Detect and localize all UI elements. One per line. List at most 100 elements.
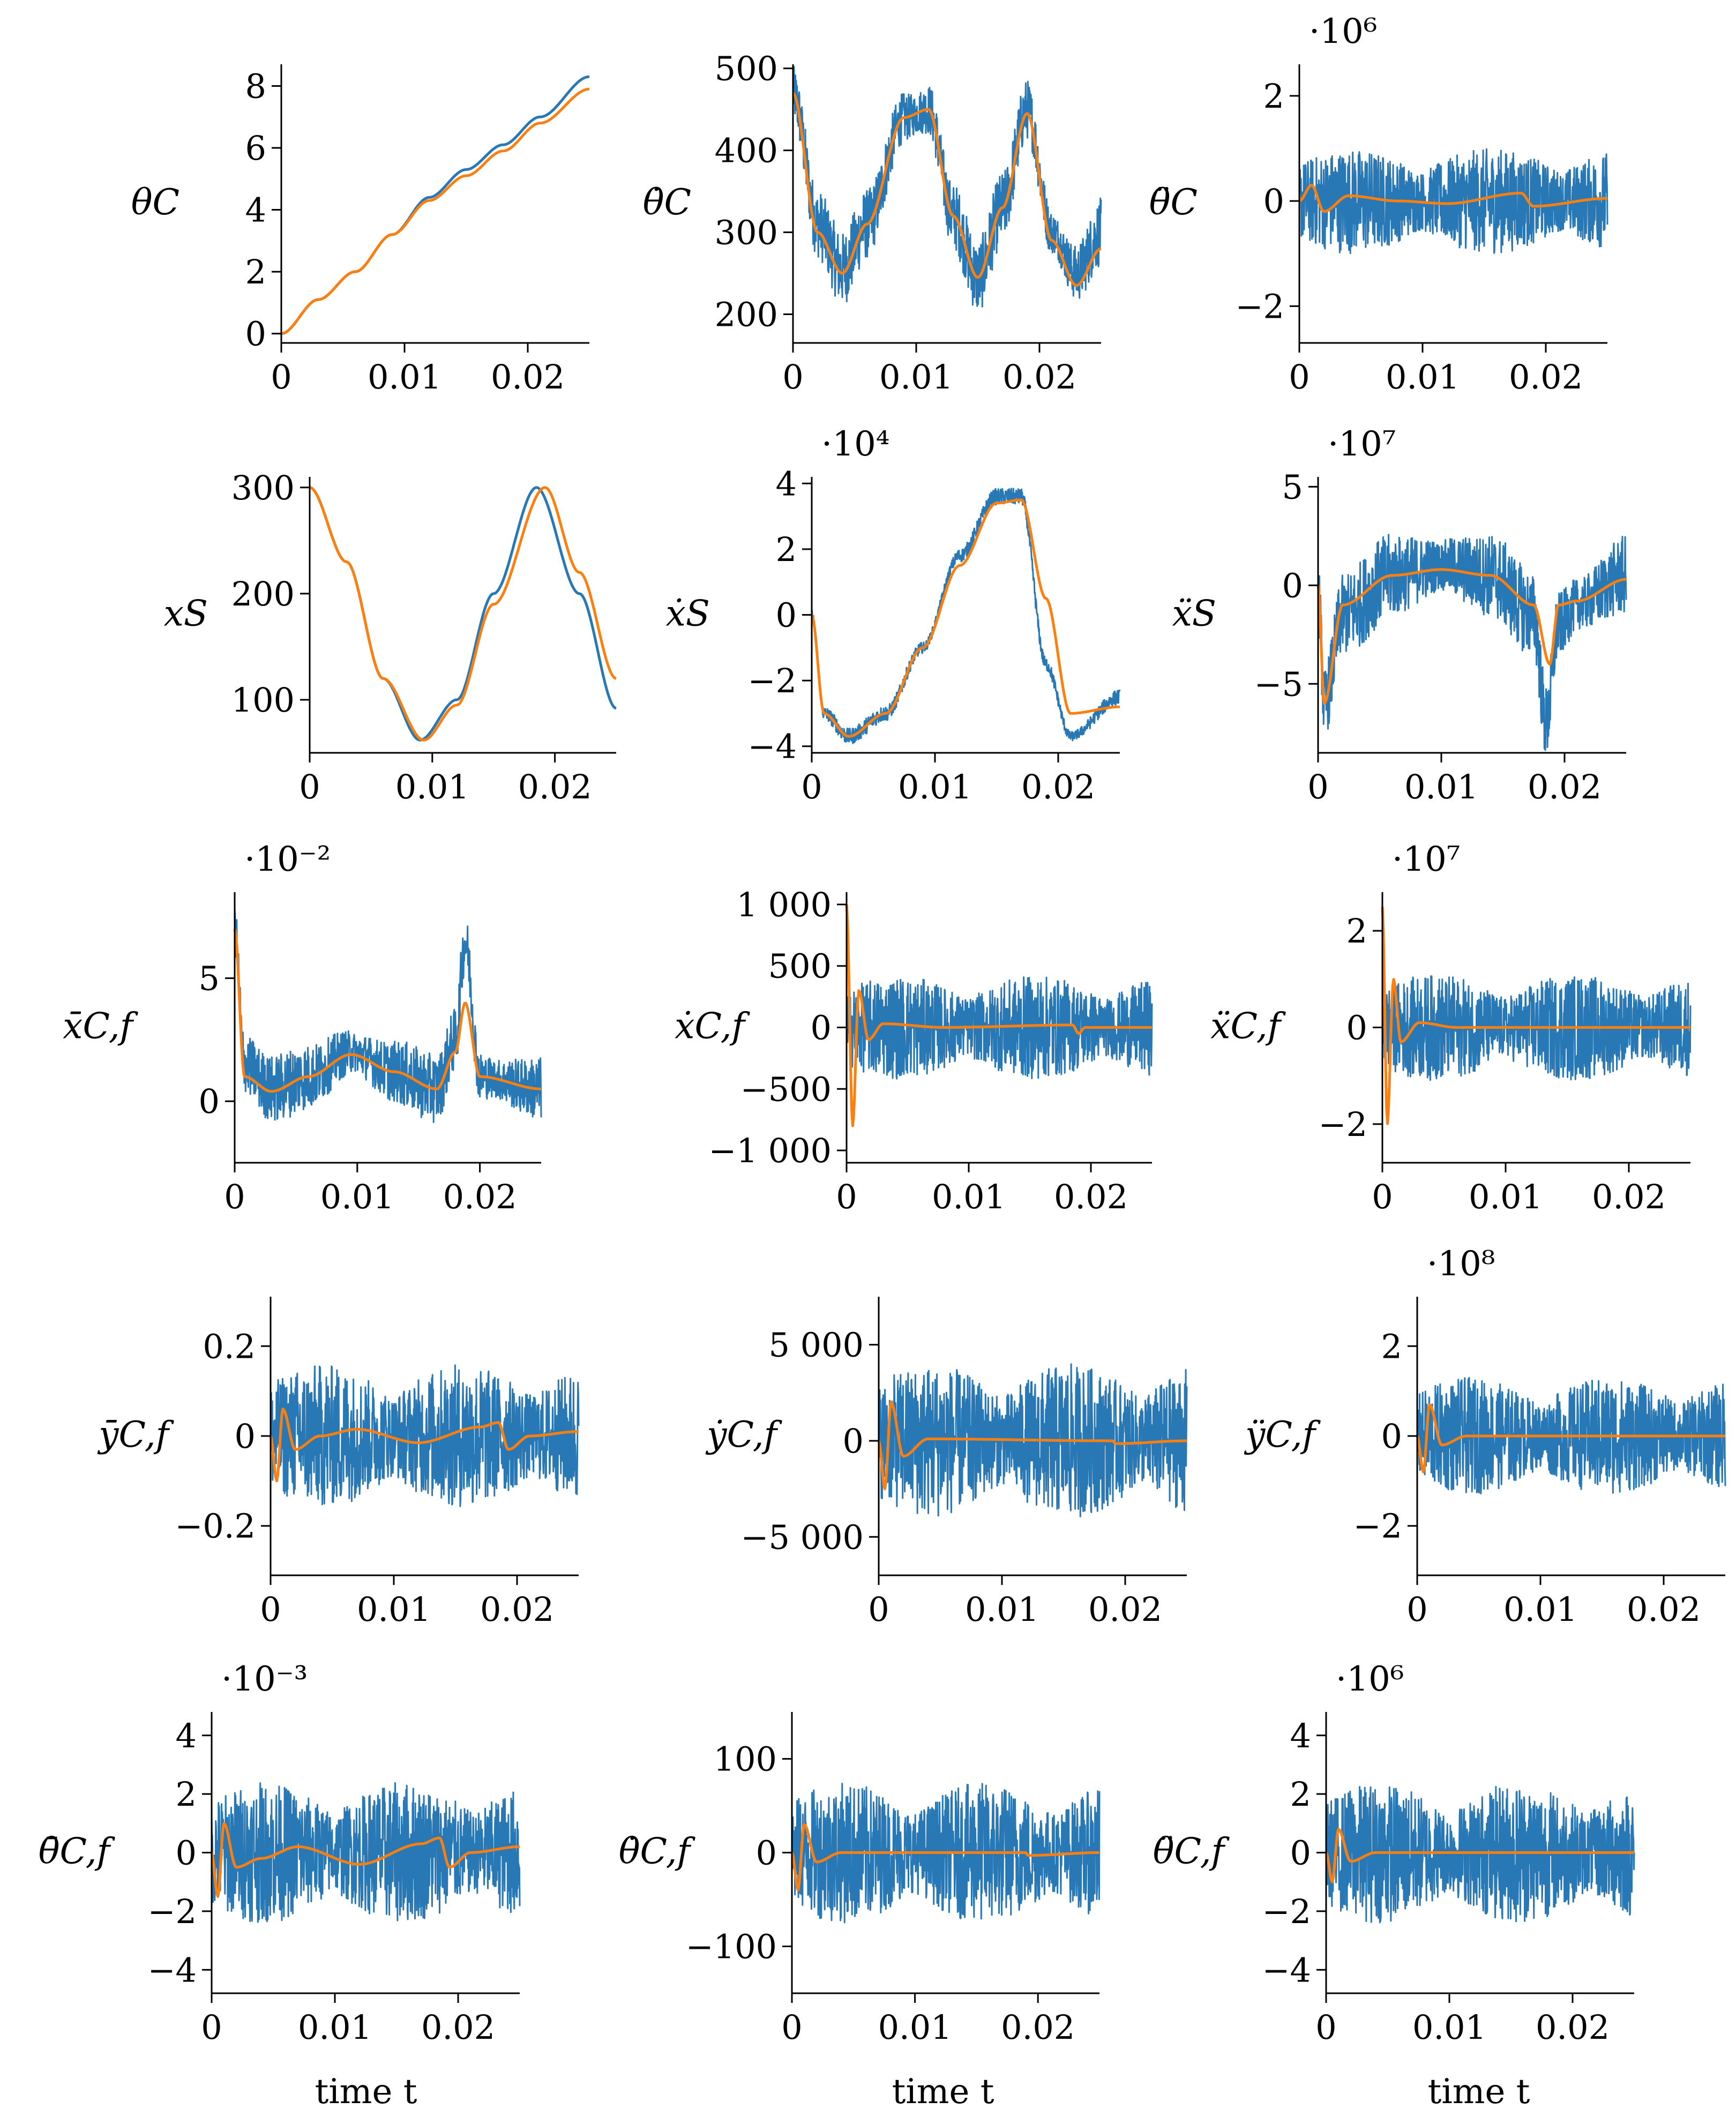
scale-label: ·10⁸ xyxy=(1427,1244,1495,1284)
y-tick-label: −4 xyxy=(148,1950,197,1990)
y-tick-label: 200 xyxy=(231,574,295,614)
series-smoothed-theta_C_f_ddot xyxy=(1325,1828,1635,1883)
y-tick-label: −2 xyxy=(1236,287,1284,326)
y-tick-label: 200 xyxy=(715,295,778,334)
y-tick-label: −2 xyxy=(148,1892,197,1931)
x-tick-label: 0.01 xyxy=(965,1590,1039,1629)
series-smoothed-y_C_f xyxy=(269,1408,579,1483)
scale-label: ·10⁷ xyxy=(1392,840,1460,879)
x-tick-label: 0 xyxy=(1372,1177,1393,1216)
scale-label: ·10⁴ xyxy=(821,424,889,464)
x-tick-label: 0.02 xyxy=(1021,767,1095,806)
series-measured-theta_C_dot xyxy=(792,66,1102,308)
panel-y_C_f_ddot: −2 0 2 0 0.01 0.02 ·10⁸ ÿC,f xyxy=(1244,1244,1726,1629)
y-axis-label: ẍC,f xyxy=(1210,1006,1286,1047)
scale-label: ·10⁷ xyxy=(1328,424,1396,464)
series-smoothed-theta_C_dot xyxy=(792,92,1102,287)
y-tick-label: −1 000 xyxy=(709,1131,832,1170)
y-tick-label: −5 000 xyxy=(741,1517,864,1557)
x-tick-label: 0 xyxy=(782,357,803,397)
y-tick-label: 4 xyxy=(1290,1716,1311,1755)
panel-theta_C_f_dot: −100 0 100 0 0.01 0.02 θ̇C,f xyxy=(619,1712,1101,2047)
series-smoothed-theta_C xyxy=(281,87,590,335)
x-tick-label: 0.01 xyxy=(298,2008,372,2047)
x-tick-label: 0.01 xyxy=(1503,1590,1577,1629)
x-tick-label: 0.02 xyxy=(1002,357,1076,397)
y-tick-label: 5 xyxy=(199,959,220,998)
x-tick-label: 0.01 xyxy=(878,2008,952,2047)
panel-x_S_ddot: −5 0 5 0 0.01 0.02 ·10⁷ ẍS xyxy=(1172,424,1627,806)
x-tick-label: 0.01 xyxy=(320,1177,394,1216)
xlabel-col1: time t xyxy=(315,2072,417,2112)
panel-x_C_f: 0 5 0 0.01 0.02 ·10⁻² x̄C,f xyxy=(63,840,542,1216)
x-tick-label: 0 xyxy=(781,2008,802,2047)
y-axis-label: θ̇C xyxy=(643,182,691,223)
y-tick-label: 8 xyxy=(245,66,266,106)
panel-theta_C_f: −4 −2 0 2 4 0 0.01 0.02 ·10⁻³ θ̄C,f xyxy=(39,1659,521,2047)
y-tick-label: 0 xyxy=(235,1417,256,1456)
x-tick-label: 0.02 xyxy=(421,2008,495,2047)
x-tick-label: 0.02 xyxy=(1627,1590,1701,1629)
series-measured-x_C_f xyxy=(234,908,542,1123)
y-tick-label: 4 xyxy=(776,464,797,503)
x-tick-label: 0.01 xyxy=(357,1590,431,1629)
series-smoothed-y_C_f_dot xyxy=(877,1401,1187,1491)
x-tick-label: 0.02 xyxy=(1509,357,1583,397)
y-tick-label: 6 xyxy=(245,129,266,168)
y-tick-label: −4 xyxy=(1262,1950,1311,1990)
y-tick-label: 0 xyxy=(1290,1834,1311,1873)
y-tick-label: 2 xyxy=(1263,77,1284,116)
x-tick-label: 0.01 xyxy=(395,767,469,806)
panel-x_S_dot: −4 −2 0 2 4 0 0.01 0.02 ·10⁴ ẋS xyxy=(666,424,1121,806)
x-tick-label: 0.01 xyxy=(368,357,442,397)
scale-label: ·10⁻³ xyxy=(221,1659,308,1699)
y-tick-label: −500 xyxy=(740,1070,832,1109)
y-tick-label: 2 xyxy=(1290,1775,1311,1814)
y-tick-label: 0.2 xyxy=(203,1327,256,1366)
y-tick-label: 2 xyxy=(1346,911,1367,951)
x-tick-label: 0 xyxy=(271,357,291,397)
y-tick-label: −2 xyxy=(1319,1105,1367,1144)
x-tick-label: 0 xyxy=(1315,2008,1336,2047)
x-tick-label: 0.01 xyxy=(898,767,972,806)
y-axis-label: x̄C,f xyxy=(63,1006,138,1047)
y-tick-label: 0 xyxy=(843,1422,864,1461)
series-measured-x_S_dot xyxy=(811,488,1121,744)
y-tick-label: −2 xyxy=(1353,1507,1402,1546)
y-tick-label: 100 xyxy=(231,680,295,720)
y-tick-label: 0 xyxy=(199,1082,220,1121)
x-tick-label: 0.01 xyxy=(932,1177,1006,1216)
y-axis-label: ẍS xyxy=(1172,593,1216,634)
x-tick-label: 0.01 xyxy=(1412,2008,1486,2047)
y-tick-label: 0 xyxy=(776,596,797,635)
xlabel-col2: time t xyxy=(892,2072,994,2112)
series-measured-theta_C_f xyxy=(211,1782,521,1923)
x-tick-label: 0.01 xyxy=(1469,1177,1543,1216)
series-smoothed-theta_C_ddot xyxy=(1299,184,1608,213)
y-tick-label: 2 xyxy=(1381,1327,1402,1366)
scale-label: ·10⁶ xyxy=(1309,12,1377,51)
x-tick-label: 0 xyxy=(1289,357,1310,397)
y-axis-label: θC xyxy=(131,182,179,223)
series-measured-y_C_f_dot xyxy=(878,1363,1188,1517)
x-tick-label: 0 xyxy=(1307,767,1328,806)
panel-x_C_f_dot: −1 000 −500 0 500 1 000 0 0.01 0.02 ẋC,f xyxy=(675,885,1153,1216)
x-tick-label: 0 xyxy=(224,1177,245,1216)
series-smoothed-y_C_f_ddot xyxy=(1416,1403,1726,1474)
x-tick-label: 0.01 xyxy=(1386,357,1460,397)
y-axis-label: ẋC,f xyxy=(675,1006,750,1047)
y-axis-label: θ̄C,f xyxy=(39,1831,116,1872)
y-tick-label: −0.2 xyxy=(175,1507,256,1546)
y-tick-label: 0 xyxy=(176,1834,197,1873)
x-tick-label: 0.02 xyxy=(443,1177,517,1216)
series-measured-y_C_f xyxy=(270,1364,580,1507)
x-tick-label: 0 xyxy=(260,1590,281,1629)
x-tick-label: 0.01 xyxy=(1404,767,1478,806)
x-tick-label: 0.01 xyxy=(879,357,953,397)
y-tick-label: 0 xyxy=(1263,182,1284,221)
